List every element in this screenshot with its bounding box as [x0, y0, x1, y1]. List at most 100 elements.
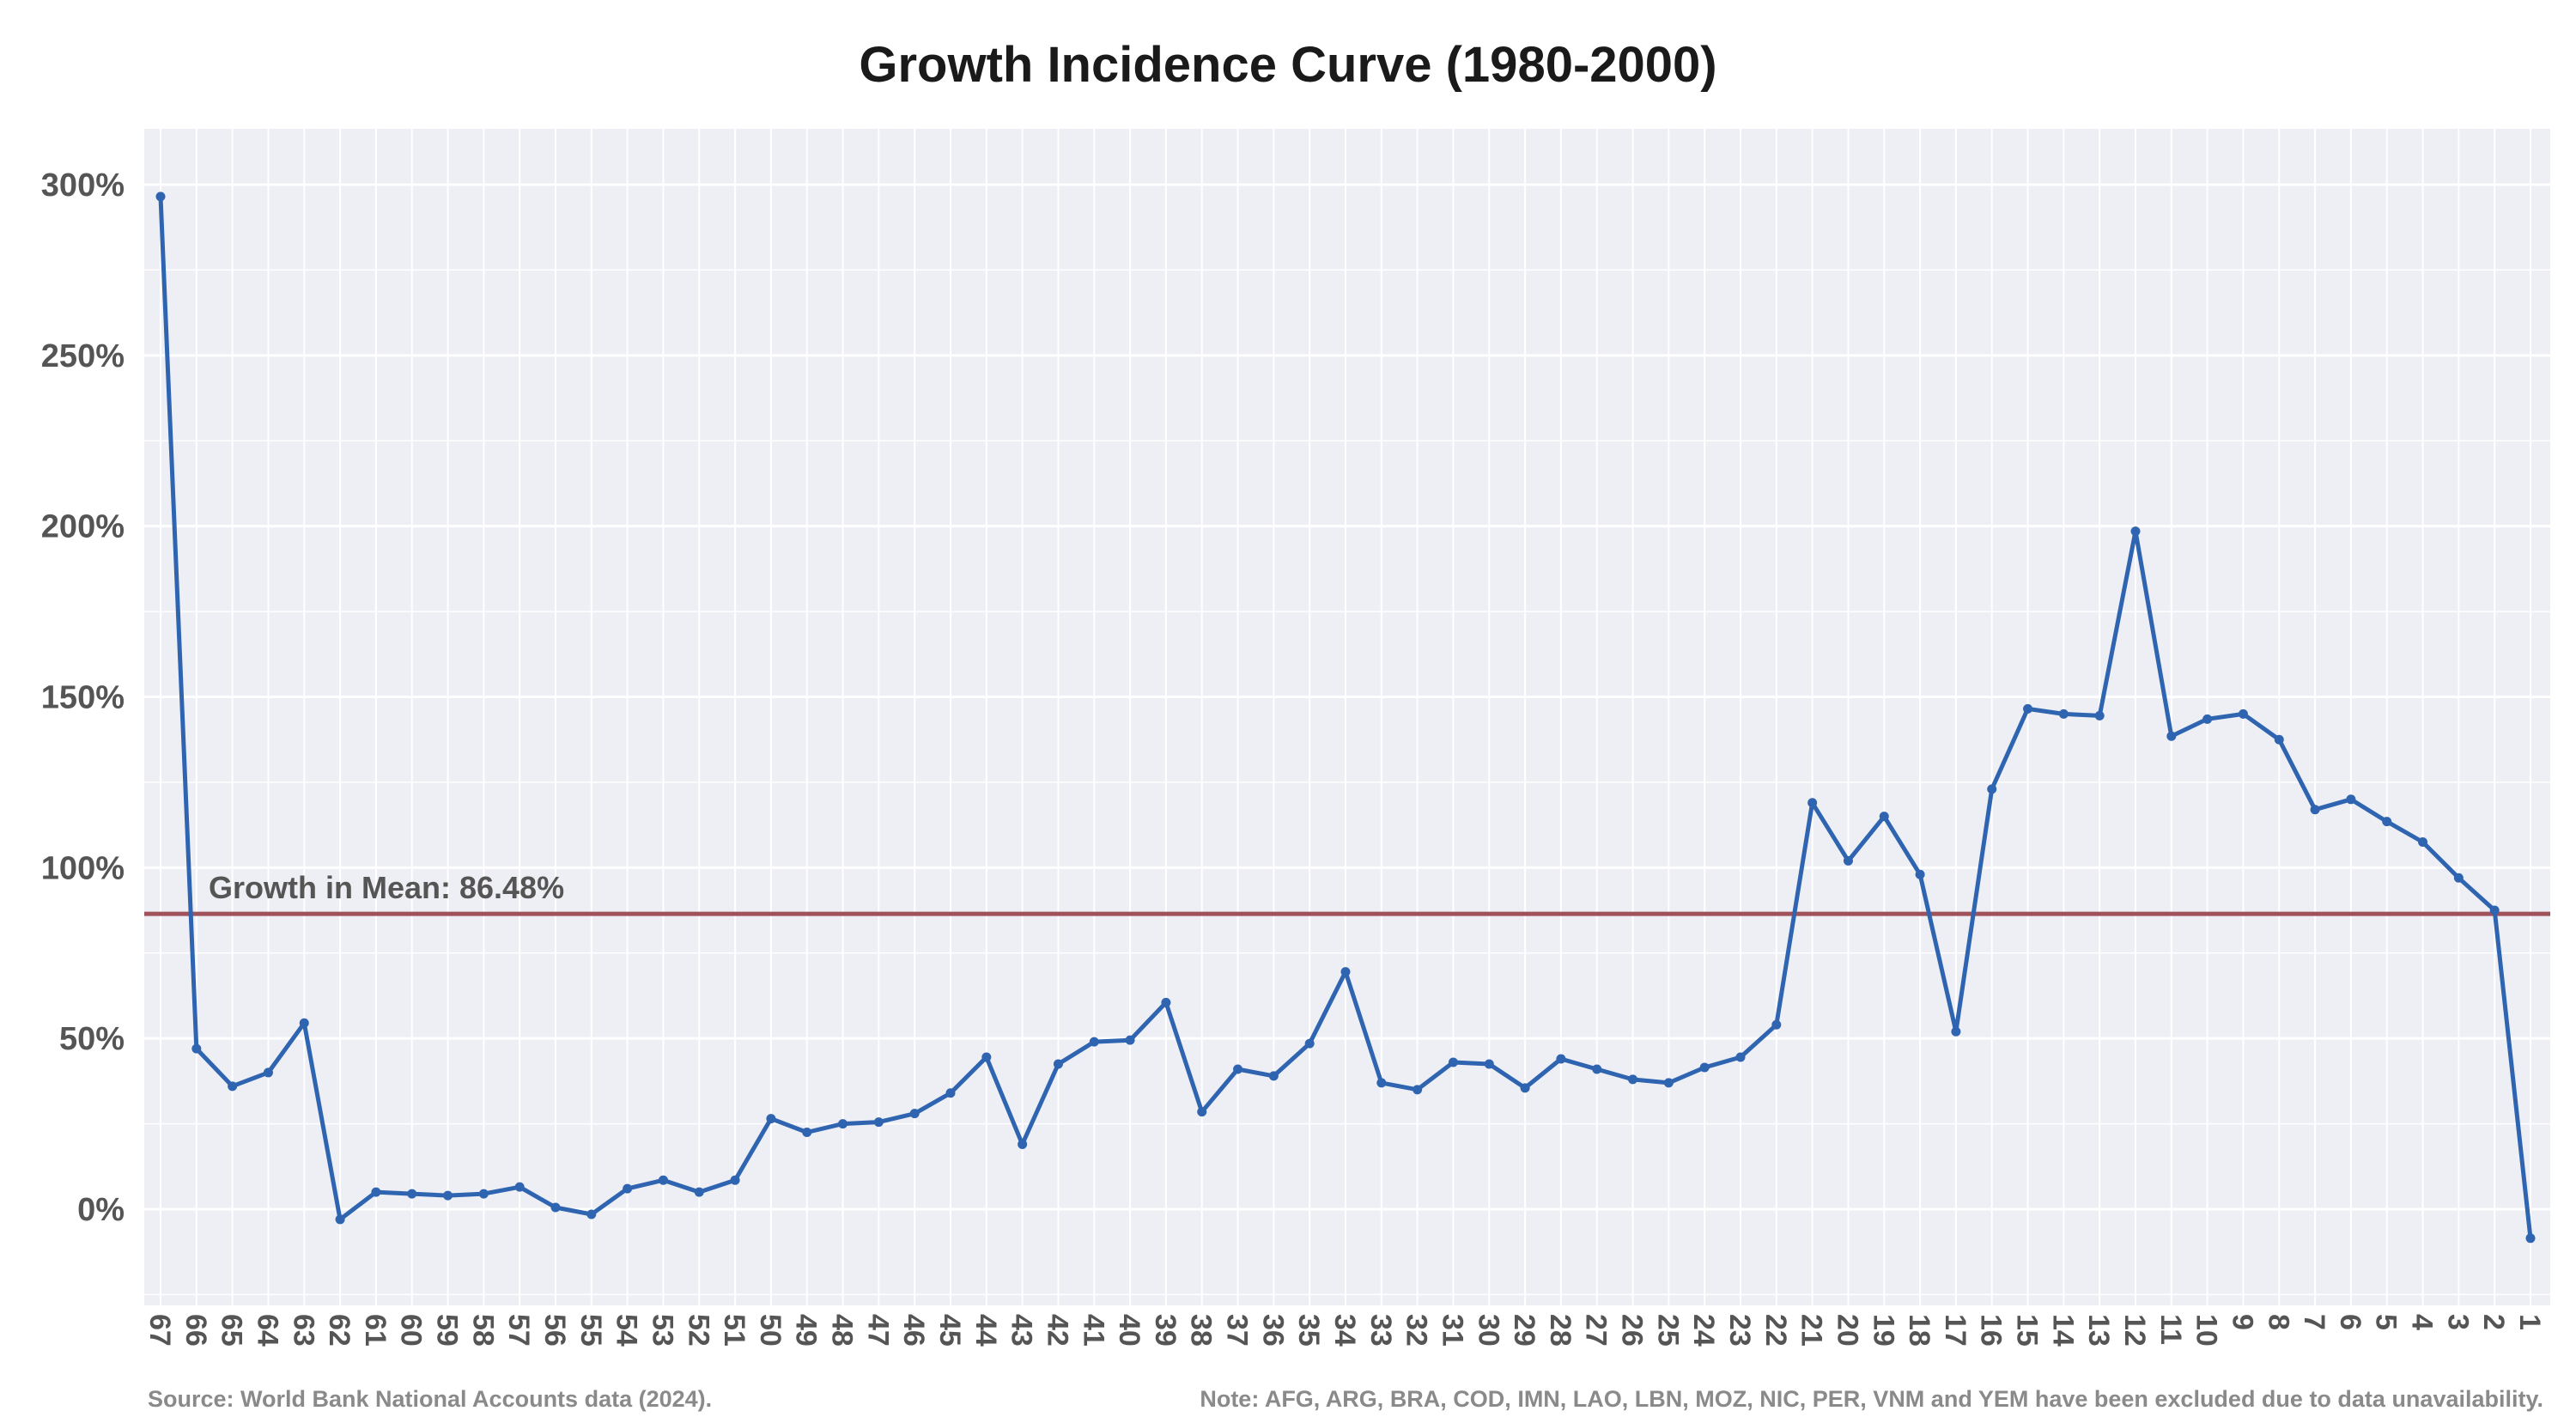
- x-tick-label: 49: [790, 1314, 823, 1347]
- x-tick-label: 46: [897, 1314, 930, 1347]
- data-point: [2346, 794, 2356, 805]
- y-tick-label: 200%: [41, 509, 125, 545]
- data-point: [1233, 1064, 1243, 1074]
- data-point: [1987, 784, 1997, 794]
- x-tick-label: 42: [1041, 1314, 1073, 1347]
- x-tick-label: 39: [1149, 1314, 1182, 1347]
- exclusion-note: Note: AFG, ARG, BRA, COD, IMN, LAO, LBN,…: [1200, 1386, 2543, 1412]
- series-group: [155, 192, 2536, 1244]
- x-tick-label: 1: [2513, 1314, 2546, 1330]
- x-tick-label: 6: [2334, 1314, 2366, 1330]
- x-tick-label: 14: [2046, 1314, 2079, 1347]
- data-point: [694, 1187, 704, 1197]
- x-tick-label: 11: [2154, 1314, 2187, 1345]
- data-point: [2238, 708, 2248, 719]
- x-tick-label: 25: [1651, 1314, 1684, 1347]
- x-tick-label: 27: [1580, 1314, 1613, 1347]
- x-tick-label: 28: [1544, 1314, 1577, 1347]
- mean-line-group: Growth in Mean: 86.48%: [144, 870, 2550, 916]
- x-tick-label: 53: [646, 1314, 678, 1347]
- data-point: [407, 1189, 417, 1199]
- data-point: [1879, 812, 1889, 822]
- x-tick-label: 23: [1723, 1314, 1756, 1347]
- x-tick-label: 22: [1759, 1314, 1792, 1347]
- x-tick-label: 44: [969, 1314, 1002, 1347]
- data-point: [981, 1052, 992, 1062]
- data-point: [2058, 708, 2069, 719]
- x-tick-label: 43: [1005, 1314, 1038, 1347]
- data-point: [443, 1190, 453, 1201]
- x-tick-label: 29: [1508, 1314, 1540, 1347]
- data-point: [730, 1175, 740, 1185]
- x-tick-label: 26: [1616, 1314, 1649, 1347]
- x-tick-label: 60: [395, 1314, 428, 1347]
- data-point: [1304, 1038, 1315, 1049]
- x-tick-label: 40: [1113, 1314, 1145, 1347]
- x-tick-label: 52: [682, 1314, 714, 1347]
- data-point: [2274, 734, 2284, 745]
- x-tick-label: 7: [2298, 1314, 2330, 1330]
- x-tick-label: 59: [431, 1314, 464, 1347]
- data-point: [623, 1183, 633, 1194]
- data-point: [2310, 805, 2320, 815]
- x-tick-label: 15: [2011, 1314, 2044, 1347]
- x-tick-label: 38: [1185, 1314, 1218, 1347]
- x-tick-label: 64: [251, 1314, 283, 1347]
- data-point: [2525, 1233, 2536, 1244]
- data-point: [2418, 837, 2428, 848]
- x-tick-label: 65: [216, 1314, 248, 1347]
- x-tick-label: 24: [1687, 1314, 1720, 1347]
- x-tick-label: 3: [2441, 1314, 2474, 1330]
- x-tick-label: 58: [466, 1314, 499, 1347]
- data-point: [1628, 1074, 1638, 1085]
- data-point: [1413, 1085, 1423, 1095]
- x-tick-label: 21: [1795, 1314, 1828, 1347]
- data-point: [1951, 1026, 1961, 1037]
- data-point: [550, 1202, 561, 1213]
- x-tick-label: 63: [287, 1314, 319, 1347]
- data-point: [2023, 703, 2033, 714]
- x-tick-label: 16: [1975, 1314, 2008, 1347]
- data-point: [1268, 1071, 1279, 1081]
- y-tick-label: 250%: [41, 338, 125, 374]
- x-tick-label: 48: [826, 1314, 859, 1347]
- x-tick-label: 18: [1903, 1314, 1935, 1347]
- data-point: [1376, 1078, 1387, 1088]
- data-point: [2094, 710, 2105, 721]
- data-point: [514, 1182, 525, 1192]
- data-point: [838, 1119, 848, 1129]
- data-point: [1556, 1054, 1566, 1064]
- data-point: [263, 1067, 273, 1078]
- data-point: [1843, 855, 1853, 866]
- data-point: [945, 1088, 956, 1098]
- source-note: Source: World Bank National Accounts dat…: [148, 1386, 712, 1412]
- x-tick-label: 20: [1831, 1314, 1863, 1347]
- data-point: [2202, 714, 2213, 724]
- data-point: [1915, 869, 1925, 879]
- x-tick-label: 62: [323, 1314, 355, 1347]
- y-tick-label: 50%: [59, 1021, 125, 1057]
- data-point: [766, 1114, 776, 1124]
- data-point: [478, 1189, 489, 1199]
- data-point: [1520, 1083, 1530, 1093]
- x-tick-label: 35: [1292, 1314, 1325, 1347]
- data-point: [1699, 1062, 1710, 1073]
- x-tick-label: 4: [2406, 1314, 2439, 1330]
- y-tick-label: 0%: [77, 1192, 125, 1228]
- data-point: [1592, 1064, 1602, 1074]
- chart-title: Growth Incidence Curve (1980-2000): [859, 37, 1716, 93]
- data-point: [1735, 1052, 1746, 1062]
- x-tick-label: 61: [359, 1314, 392, 1347]
- x-tick-label: 37: [1221, 1314, 1254, 1347]
- data-point: [191, 1043, 202, 1054]
- data-point: [1663, 1078, 1674, 1088]
- data-point: [1089, 1037, 1099, 1047]
- data-point: [909, 1109, 920, 1119]
- data-point: [1018, 1139, 1028, 1149]
- data-point: [873, 1117, 884, 1128]
- data-point: [1807, 798, 1818, 808]
- x-tick-label: 32: [1400, 1314, 1433, 1347]
- grid-lines: [144, 129, 2550, 1305]
- data-point: [2382, 817, 2392, 827]
